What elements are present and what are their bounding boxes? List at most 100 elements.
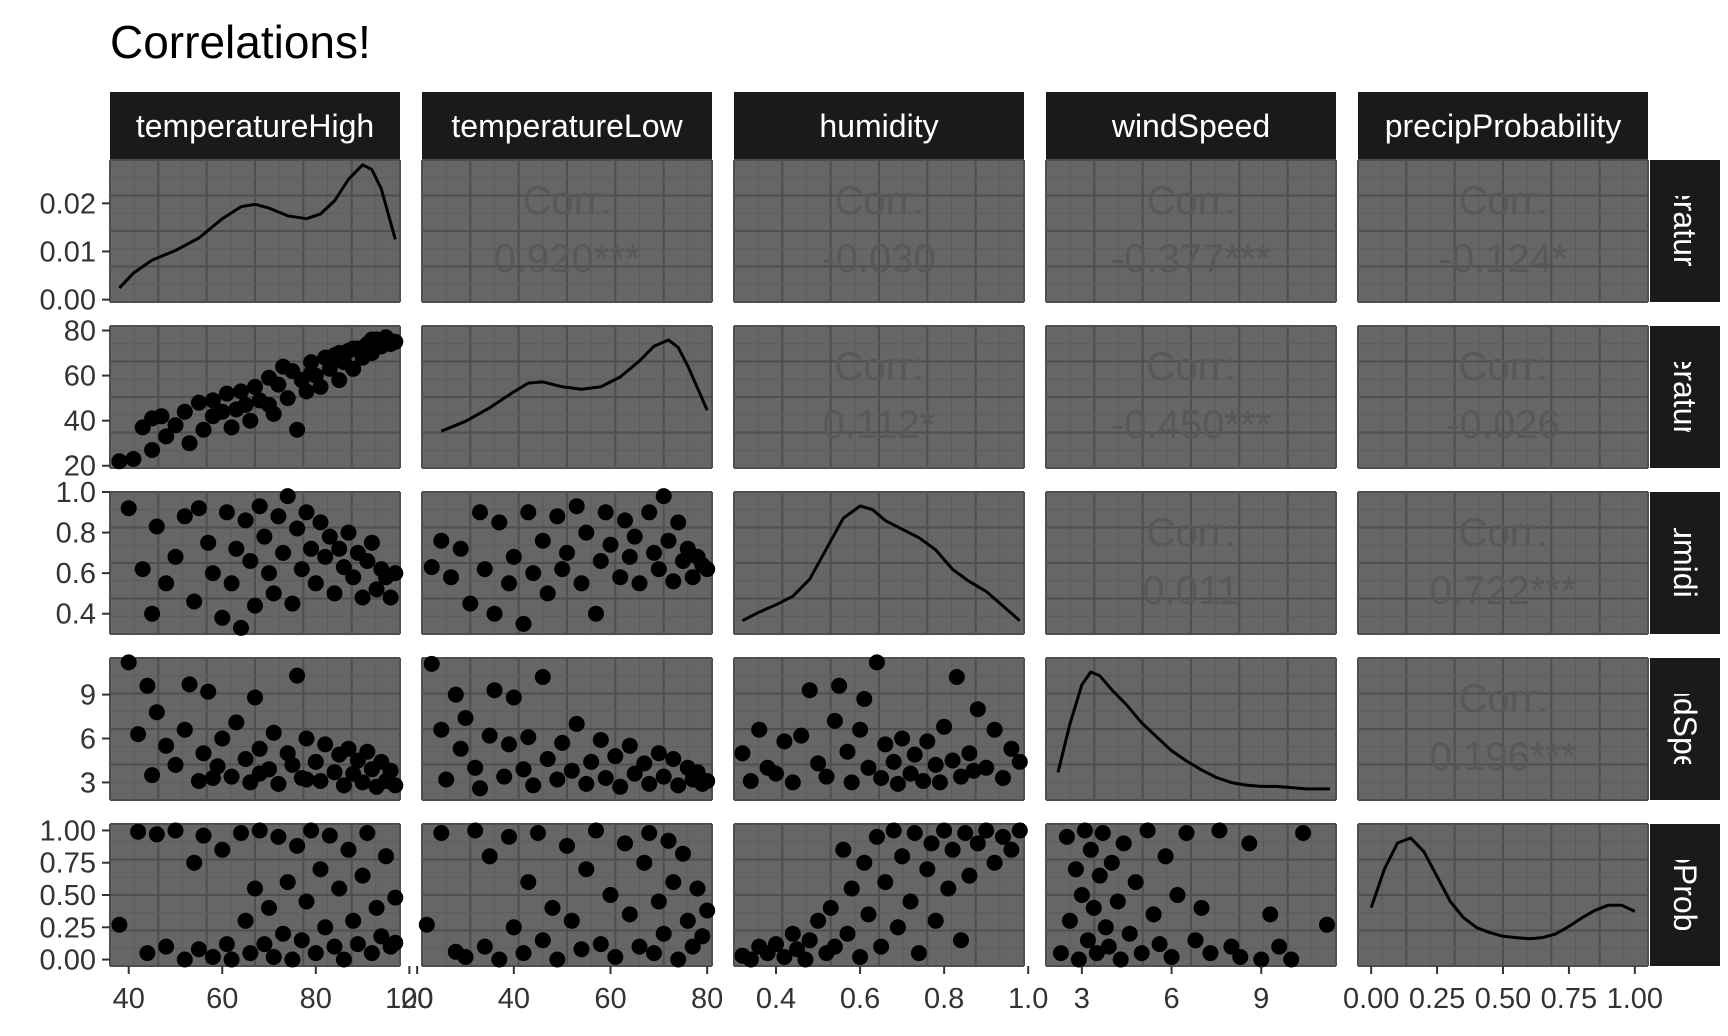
scatter-point bbox=[559, 837, 575, 854]
scatter-point bbox=[1319, 916, 1335, 933]
scatter-point bbox=[223, 419, 240, 436]
scatter-point bbox=[655, 925, 672, 942]
x-tick-label: 1.0 bbox=[1008, 983, 1048, 1015]
scatter-point bbox=[387, 565, 404, 582]
scatter-point bbox=[486, 682, 503, 699]
scatter-point bbox=[607, 949, 624, 965]
scatter-point bbox=[354, 589, 371, 606]
y-tick-label: 0.02 bbox=[40, 188, 96, 220]
scatter-windSpeed-vs-temperatureLow bbox=[423, 655, 716, 797]
scatter-point bbox=[534, 669, 551, 685]
scatter-point bbox=[563, 762, 580, 779]
scatter-point bbox=[906, 825, 923, 841]
matrix-panels: Corr: 0.920*** Corr: -0.030 Corr: -0.377*** Co… bbox=[109, 159, 1649, 968]
scatter-point bbox=[284, 951, 301, 968]
scatter-point bbox=[530, 825, 546, 841]
strip-top-label: windSpeed bbox=[1111, 108, 1270, 144]
scatter-point bbox=[317, 548, 334, 565]
x-tick-label: 0.25 bbox=[1409, 983, 1465, 1015]
scatter-point bbox=[298, 730, 315, 747]
scatter-point bbox=[496, 768, 513, 785]
scatter-point bbox=[237, 512, 254, 529]
scatter-point bbox=[655, 488, 672, 505]
panel-r0-c4 bbox=[1357, 159, 1649, 303]
x-tick-label: 0.8 bbox=[924, 983, 964, 1015]
scatter-point bbox=[641, 504, 658, 521]
scatter-point bbox=[734, 745, 751, 762]
scatter-point bbox=[321, 528, 338, 545]
scatter-point bbox=[303, 540, 320, 557]
scatter-point bbox=[1232, 949, 1249, 965]
scatter-point bbox=[289, 520, 306, 537]
scatter-point bbox=[525, 565, 542, 582]
correlation-label: Corr: bbox=[1147, 511, 1236, 555]
scatter-point bbox=[284, 756, 301, 773]
scatter-point bbox=[927, 912, 944, 929]
scatter-point bbox=[298, 893, 315, 910]
scatter-point bbox=[204, 392, 221, 409]
panel-r1-c4 bbox=[1357, 325, 1649, 469]
x-tick-label: 80 bbox=[691, 983, 723, 1015]
scatter-point bbox=[592, 732, 609, 748]
panel-r0-c0 bbox=[109, 159, 401, 303]
scatter-precipProbability-vs-humidity bbox=[734, 822, 1028, 968]
scatter-point bbox=[515, 761, 532, 778]
scatter-point bbox=[906, 746, 923, 763]
scatter-point bbox=[418, 916, 435, 933]
scatter-point bbox=[247, 378, 263, 395]
scatter-point bbox=[233, 383, 249, 400]
panel-r3-c4 bbox=[1357, 657, 1649, 801]
scatter-point bbox=[289, 421, 306, 438]
scatter-point bbox=[1061, 912, 1078, 929]
scatter-point bbox=[423, 655, 440, 672]
scatter-point bbox=[660, 532, 677, 549]
strip-right-bg bbox=[1650, 658, 1720, 800]
scatter-humidity-vs-temperatureLow bbox=[423, 488, 716, 632]
scatter-point bbox=[1097, 919, 1114, 936]
scatter-point bbox=[831, 677, 848, 694]
strip-right-label: windSpeed bbox=[1667, 649, 1703, 808]
scatter-point bbox=[694, 928, 711, 945]
scatter-point bbox=[247, 689, 263, 706]
scatter-point bbox=[298, 504, 315, 521]
scatter-point bbox=[641, 825, 658, 841]
scatter-point bbox=[978, 759, 995, 776]
y-tick-label: 0.00 bbox=[40, 285, 96, 317]
scatter-point bbox=[927, 756, 944, 773]
scatter-point bbox=[621, 548, 638, 565]
scatter-point bbox=[270, 508, 287, 525]
scatter-point bbox=[873, 770, 890, 786]
scatter-point bbox=[868, 654, 885, 671]
y-tick-label: 0.6 bbox=[56, 558, 96, 590]
panel-r3-c3 bbox=[1045, 657, 1337, 801]
x-tick-label: 100 bbox=[385, 983, 433, 1015]
scatter-point bbox=[335, 777, 352, 794]
scatter-point bbox=[326, 764, 343, 781]
scatter-point bbox=[525, 777, 542, 794]
scatter-point bbox=[153, 408, 170, 425]
scatter-point bbox=[1163, 949, 1180, 965]
scatter-point bbox=[251, 822, 268, 839]
scatter-point bbox=[181, 435, 198, 452]
x-tick-label: 40 bbox=[498, 983, 530, 1015]
scatter-point bbox=[1157, 848, 1174, 865]
scatter-point bbox=[860, 759, 877, 776]
scatter-point bbox=[148, 826, 165, 843]
strip-right-bg bbox=[1650, 160, 1720, 302]
scatter-point bbox=[684, 938, 701, 955]
scatter-point bbox=[520, 504, 537, 521]
scatter-point bbox=[1121, 925, 1138, 942]
scatter-point bbox=[699, 561, 716, 578]
scatter-point bbox=[303, 365, 320, 382]
scatter-point bbox=[1169, 887, 1186, 903]
scatter-point bbox=[995, 828, 1011, 845]
correlation-value: 0.722*** bbox=[1430, 569, 1577, 613]
scatter-point bbox=[335, 951, 352, 968]
scatter-point bbox=[1100, 938, 1117, 955]
scatter-point bbox=[190, 500, 207, 517]
density-curve-precipProbability bbox=[1369, 836, 1636, 941]
scatter-point bbox=[265, 724, 282, 741]
scatter-point bbox=[321, 360, 338, 377]
scatter-point bbox=[919, 861, 936, 878]
scatter-point bbox=[995, 770, 1011, 786]
